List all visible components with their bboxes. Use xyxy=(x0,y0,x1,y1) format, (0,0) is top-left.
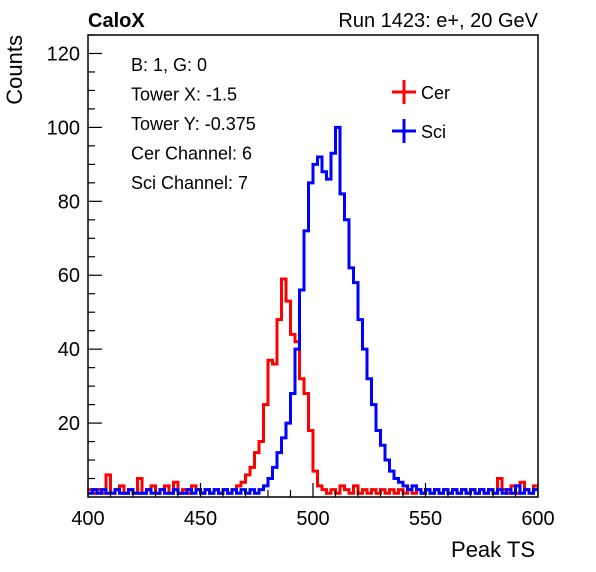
info-line: Tower Y: -0.375 xyxy=(131,114,256,134)
x-axis: 400 450 500 550 600 xyxy=(71,483,555,530)
y-tick-label: 80 xyxy=(58,191,80,213)
y-tick-label: 100 xyxy=(47,117,80,139)
series-line-sci xyxy=(88,125,538,495)
x-axis-label: Peak TS xyxy=(451,537,535,562)
y-axis: 20 40 60 80 100 120 xyxy=(47,34,102,480)
legend-label: Sci xyxy=(421,122,446,142)
series-line-cer xyxy=(88,277,538,495)
legend-label: Cer xyxy=(421,83,450,103)
y-tick-label: 60 xyxy=(58,265,80,287)
chart-title-right: Run 1423: e+, 20 GeV xyxy=(338,10,538,32)
info-line: Tower X: -1.5 xyxy=(131,85,237,105)
y-axis-label: Counts xyxy=(2,35,27,105)
chart-title-left: CaloX xyxy=(88,10,145,32)
x-tick-label: 600 xyxy=(521,508,554,530)
x-tick-label: 500 xyxy=(296,508,329,530)
info-line: Cer Channel: 6 xyxy=(131,144,252,164)
y-tick-label: 20 xyxy=(58,413,80,435)
x-tick-label: 450 xyxy=(184,508,217,530)
info-line: Sci Channel: 7 xyxy=(131,173,248,193)
x-tick-label: 400 xyxy=(71,508,104,530)
plot-series xyxy=(88,125,538,495)
x-tick-label: 550 xyxy=(409,508,442,530)
info-box: B: 1, G: 0 Tower X: -1.5 Tower Y: -0.375 Ce… xyxy=(131,55,256,193)
info-line: B: 1, G: 0 xyxy=(131,55,207,75)
y-tick-label: 40 xyxy=(58,339,80,361)
y-tick-label: 120 xyxy=(47,43,80,65)
legend: Cer Sci xyxy=(392,80,450,143)
